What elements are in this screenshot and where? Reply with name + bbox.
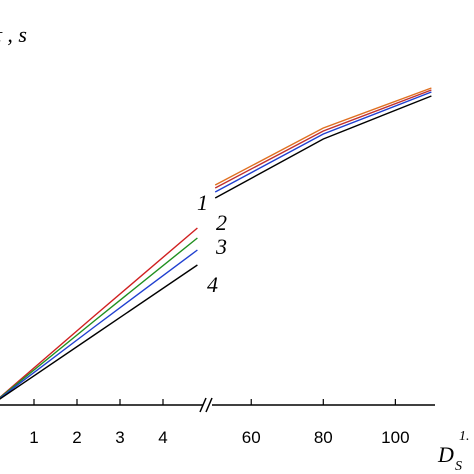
x-axis-label-sup: 1.	[459, 429, 470, 444]
x-tick-label: 3	[115, 428, 124, 447]
curve-label: 3	[215, 234, 227, 259]
x-tick-label: 100	[381, 428, 409, 447]
x-axis-label-sub: S	[455, 459, 462, 474]
line	[214, 87, 432, 186]
line	[0, 264, 198, 400]
line	[0, 249, 198, 400]
x-axis-label: D	[437, 442, 454, 467]
x-tick-label: 1	[29, 428, 38, 447]
line	[0, 227, 198, 399]
line	[214, 89, 432, 189]
x-tick-label: 60	[242, 428, 261, 447]
curve-label: 2	[216, 210, 227, 235]
curve-label: 1	[197, 190, 208, 215]
y-axis-label: τ , s	[0, 22, 27, 47]
axis-break	[205, 397, 213, 413]
x-tick-label: 4	[158, 428, 167, 447]
line	[0, 237, 198, 399]
axis-break	[199, 397, 207, 413]
x-tick-label: 80	[314, 428, 333, 447]
curve-label: 4	[207, 272, 218, 297]
line	[214, 95, 432, 199]
line	[214, 91, 432, 193]
x-tick-label: 2	[72, 428, 81, 447]
